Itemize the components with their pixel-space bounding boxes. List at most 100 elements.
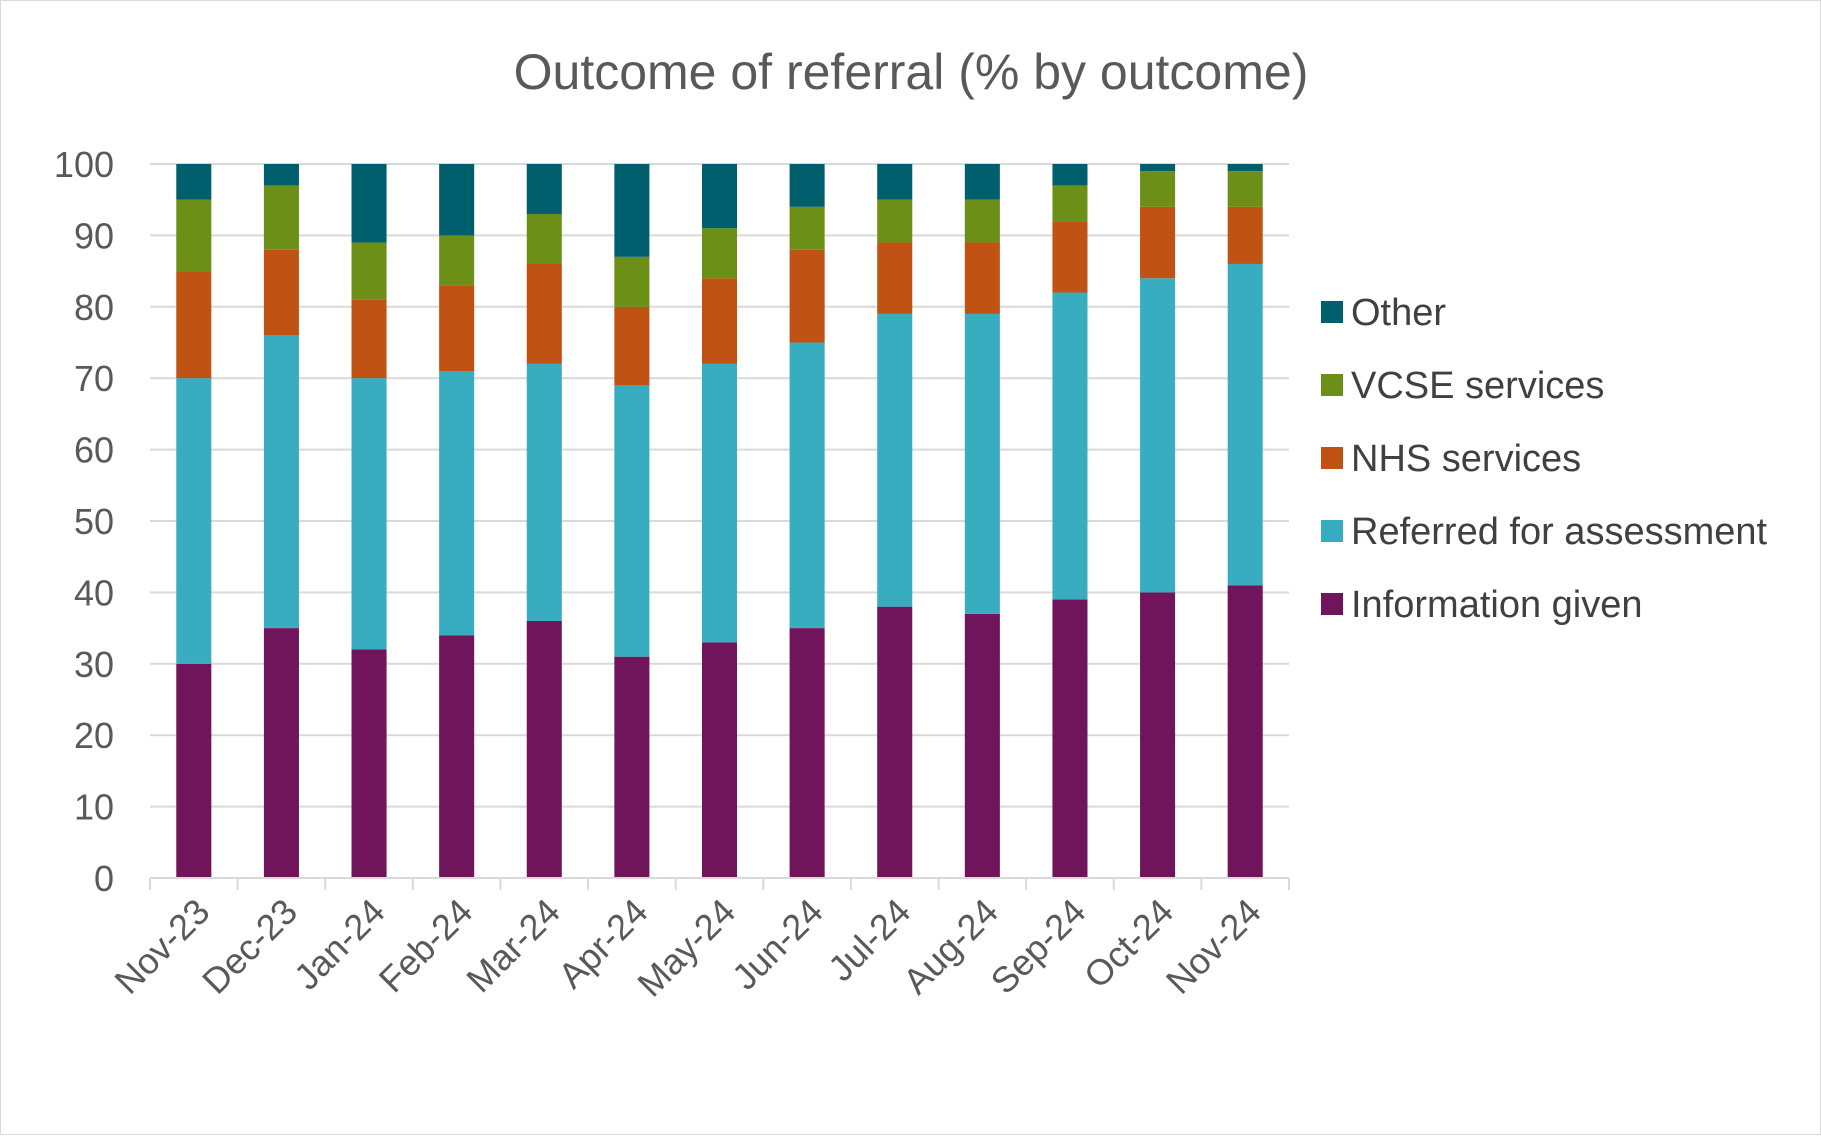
bar-segment-other bbox=[789, 164, 825, 207]
bar-segment-other bbox=[1227, 164, 1263, 172]
bar-segment-vcse-services bbox=[789, 206, 825, 250]
bar-segment-other bbox=[351, 164, 387, 243]
bar-segment-vcse-services bbox=[964, 199, 1000, 243]
bar-segment-information-given bbox=[1227, 585, 1263, 878]
bar-segment-other bbox=[614, 164, 650, 257]
bar-segment-information-given bbox=[964, 613, 1000, 878]
legend-swatch bbox=[1321, 447, 1343, 469]
bar-segment-nhs-services bbox=[526, 263, 562, 364]
legend-swatch bbox=[1321, 374, 1343, 396]
y-tick-label: 20 bbox=[74, 715, 114, 756]
bar-segment-nhs-services bbox=[439, 285, 475, 372]
y-tick-label: 0 bbox=[94, 858, 114, 899]
x-tick-label: Nov-24 bbox=[1158, 891, 1269, 1002]
bar-segment-information-given bbox=[614, 656, 650, 878]
chart-title: Outcome of referral (% by outcome) bbox=[514, 44, 1309, 100]
bar-segment-referred-for-assessment bbox=[263, 335, 299, 629]
bar-segment-nhs-services bbox=[877, 242, 913, 314]
x-tick-label: Sep-24 bbox=[983, 891, 1094, 1002]
bar-segment-other bbox=[439, 164, 475, 236]
bar-segment-referred-for-assessment bbox=[176, 378, 212, 664]
x-tick-label: May-24 bbox=[629, 891, 743, 1005]
x-tick-label: Aug-24 bbox=[895, 891, 1006, 1002]
y-tick-label: 50 bbox=[74, 501, 114, 542]
bars bbox=[176, 164, 1263, 878]
y-tick-label: 80 bbox=[74, 287, 114, 328]
bar-segment-referred-for-assessment bbox=[614, 385, 650, 657]
legend-swatch bbox=[1321, 593, 1343, 615]
bar-segment-other bbox=[964, 164, 1000, 200]
legend-item: Referred for assessment bbox=[1321, 511, 1767, 553]
bar-segment-other bbox=[526, 164, 562, 214]
legend-swatch bbox=[1321, 520, 1343, 542]
x-tick-label: Dec-23 bbox=[194, 891, 305, 1002]
legend-label: Other bbox=[1351, 292, 1446, 334]
bar-segment-other bbox=[176, 164, 212, 200]
bar-segment-information-given bbox=[877, 606, 913, 878]
y-tick-label: 40 bbox=[74, 572, 114, 613]
legend-item: NHS services bbox=[1321, 438, 1581, 480]
bar-segment-information-given bbox=[176, 663, 212, 878]
bar-segment-vcse-services bbox=[877, 199, 913, 243]
bar-segment-nhs-services bbox=[789, 249, 825, 343]
bar-segment-vcse-services bbox=[1140, 171, 1176, 207]
legend-label: Information given bbox=[1351, 584, 1643, 626]
legend-label: Referred for assessment bbox=[1351, 511, 1767, 553]
y-tick-label: 10 bbox=[74, 787, 114, 828]
bar-segment-vcse-services bbox=[1227, 171, 1263, 207]
bar-segment-referred-for-assessment bbox=[1227, 263, 1263, 586]
bar-segment-referred-for-assessment bbox=[526, 363, 562, 621]
bar-segment-information-given bbox=[1140, 592, 1176, 878]
y-tick-label: 60 bbox=[74, 430, 114, 471]
x-tick-label: Nov-23 bbox=[106, 891, 217, 1002]
bar-segment-nhs-services bbox=[1227, 206, 1263, 264]
bar-segment-other bbox=[263, 164, 299, 186]
bar-segment-vcse-services bbox=[1052, 185, 1088, 222]
legend-label: VCSE services bbox=[1351, 365, 1604, 407]
bar-segment-nhs-services bbox=[176, 271, 212, 379]
legend-item: Information given bbox=[1321, 584, 1643, 626]
bar-segment-vcse-services bbox=[701, 228, 738, 279]
legend-label: NHS services bbox=[1351, 438, 1581, 480]
x-tick-label: Mar-24 bbox=[458, 891, 568, 1001]
bar-segment-information-given bbox=[1052, 599, 1088, 878]
bar-segment-information-given bbox=[701, 642, 738, 878]
bar-segment-vcse-services bbox=[176, 199, 212, 272]
bar-segment-referred-for-assessment bbox=[1052, 292, 1088, 600]
bar-segment-referred-for-assessment bbox=[877, 313, 913, 607]
axes: 0 10 20 30 40 50 60 70 80 90 100 Nov-23Dec-23Jan-24… bbox=[54, 144, 1290, 1005]
y-tick-label: 100 bbox=[54, 144, 114, 185]
y-tick-label: 30 bbox=[74, 644, 114, 685]
bar-segment-nhs-services bbox=[351, 299, 387, 379]
bar-segment-other bbox=[1052, 164, 1088, 186]
y-tick-label: 90 bbox=[74, 215, 114, 256]
bar-segment-referred-for-assessment bbox=[1140, 278, 1176, 593]
bar-segment-information-given bbox=[439, 635, 475, 878]
y-tick-label: 70 bbox=[74, 358, 114, 399]
bar-segment-other bbox=[1140, 164, 1176, 172]
bar-segment-referred-for-assessment bbox=[964, 313, 1000, 614]
bar-segment-information-given bbox=[263, 628, 299, 878]
bar-segment-nhs-services bbox=[614, 306, 650, 386]
bar-segment-vcse-services bbox=[526, 213, 562, 264]
bar-segment-referred-for-assessment bbox=[701, 363, 738, 643]
bar-segment-vcse-services bbox=[351, 242, 387, 300]
bar-segment-nhs-services bbox=[263, 249, 299, 336]
bar-segment-information-given bbox=[789, 628, 825, 878]
legend-item: Other bbox=[1321, 292, 1446, 334]
bar-segment-other bbox=[701, 164, 738, 229]
legend-swatch bbox=[1321, 301, 1343, 323]
bar-segment-referred-for-assessment bbox=[351, 378, 387, 650]
bar-segment-information-given bbox=[526, 620, 562, 878]
legend: Other VCSE services NHS services Referred f… bbox=[1321, 292, 1767, 626]
bar-segment-vcse-services bbox=[263, 185, 299, 250]
legend-item: VCSE services bbox=[1321, 365, 1604, 407]
bar-segment-other bbox=[877, 164, 913, 200]
bar-segment-referred-for-assessment bbox=[439, 371, 475, 636]
bar-segment-nhs-services bbox=[1140, 206, 1176, 279]
bar-segment-nhs-services bbox=[1052, 221, 1088, 293]
x-tick-label: Feb-24 bbox=[371, 891, 481, 1001]
bar-segment-vcse-services bbox=[439, 235, 475, 286]
